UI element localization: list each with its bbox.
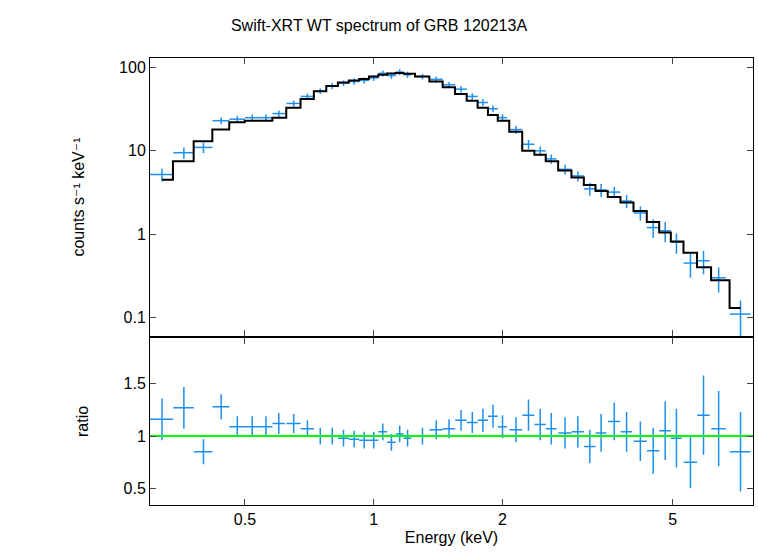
svg-text:10: 10 — [128, 142, 146, 159]
svg-text:1: 1 — [137, 226, 146, 243]
svg-text:0.5: 0.5 — [124, 480, 146, 497]
svg-text:Energy (keV): Energy (keV) — [405, 529, 498, 546]
svg-text:0.5: 0.5 — [234, 511, 256, 528]
svg-text:Swift-XRT WT spectrum of GRB 1: Swift-XRT WT spectrum of GRB 120213A — [231, 17, 527, 34]
svg-text:5: 5 — [668, 511, 677, 528]
svg-text:1.5: 1.5 — [124, 375, 146, 392]
svg-text:0.1: 0.1 — [124, 309, 146, 326]
svg-text:counts s⁻¹ keV⁻¹: counts s⁻¹ keV⁻¹ — [70, 137, 87, 256]
svg-text:2: 2 — [498, 511, 507, 528]
svg-text:100: 100 — [119, 59, 146, 76]
svg-text:1: 1 — [137, 428, 146, 445]
svg-text:1: 1 — [369, 511, 378, 528]
svg-text:ratio: ratio — [74, 406, 91, 437]
